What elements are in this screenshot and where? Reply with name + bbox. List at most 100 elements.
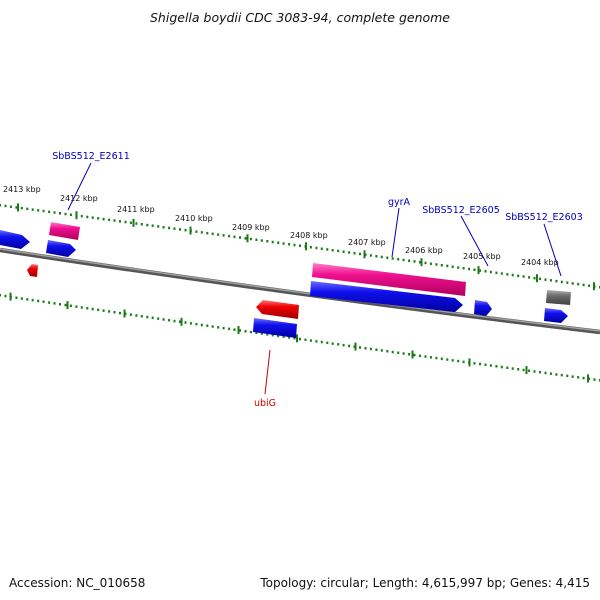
gene-label-sbbs512-e2603[interactable]: SbBS512_E2603 — [505, 212, 583, 223]
cds-forward-feature-sbbs512-e2605[interactable] — [474, 300, 492, 316]
minor-tick — [189, 322, 192, 325]
minor-tick — [20, 297, 23, 300]
minor-tick — [135, 314, 138, 317]
major-tick — [305, 242, 307, 251]
minor-tick — [157, 317, 160, 320]
minor-tick — [479, 269, 481, 272]
minor-tick — [222, 326, 225, 330]
tick-label-2409: 2409 kbp — [232, 223, 270, 232]
minor-tick — [369, 347, 372, 351]
minor-tick — [462, 267, 465, 270]
minor-tick — [168, 319, 171, 322]
minor-tick — [184, 321, 187, 324]
minor-tick — [277, 334, 280, 338]
minor-tick — [582, 283, 585, 287]
minor-tick — [544, 371, 547, 375]
minor-tick — [15, 206, 18, 209]
minor-tick — [506, 273, 509, 276]
minor-tick — [80, 214, 83, 218]
minor-tick — [320, 247, 323, 250]
cds-reverse-feature[interactable] — [27, 264, 38, 277]
minor-tick — [108, 310, 111, 313]
major-tick — [536, 274, 538, 283]
tick-label-2407: 2407 kbp — [348, 238, 386, 247]
minor-tick — [348, 251, 351, 254]
major-tick — [525, 366, 528, 375]
minor-tick — [113, 311, 116, 314]
minor-tick — [31, 298, 34, 302]
minor-tick — [211, 232, 214, 236]
minor-tick — [533, 370, 536, 373]
minor-tick — [582, 376, 585, 380]
minor-tick — [397, 351, 400, 354]
cds-forward-feature[interactable] — [0, 230, 30, 249]
minor-tick — [233, 235, 236, 239]
minor-tick — [37, 209, 40, 212]
minor-tick — [440, 264, 443, 267]
minor-tick — [146, 223, 149, 227]
minor-tick — [91, 307, 94, 311]
gene-label-gyra[interactable]: gyrA — [388, 197, 411, 208]
minor-tick — [0, 204, 1, 207]
gene-label-ubig[interactable]: ubiG — [254, 398, 276, 409]
major-tick — [468, 358, 471, 367]
minor-tick — [37, 299, 40, 303]
minor-tick — [566, 281, 569, 284]
minor-tick — [337, 249, 340, 253]
minor-tick — [419, 354, 421, 358]
map-title: Shigella boydii CDC 3083-94, complete ge… — [150, 10, 450, 25]
minor-tick — [539, 370, 541, 374]
minor-tick — [320, 340, 323, 344]
minor-tick — [271, 240, 274, 244]
minor-tick — [293, 337, 296, 340]
cds-forward-feature[interactable] — [544, 308, 568, 323]
minor-tick — [249, 237, 252, 241]
tick-label-2405: 2405 kbp — [463, 252, 501, 261]
minor-tick — [451, 265, 454, 268]
minor-tick — [97, 217, 100, 220]
genome-summary-text: Topology: circular; Length: 4,615,997 bp… — [260, 576, 590, 590]
minor-tick — [288, 336, 291, 339]
minor-tick — [359, 346, 361, 349]
pseudo-feature-sbbs512-e2603[interactable] — [546, 290, 571, 305]
minor-tick — [162, 226, 165, 229]
rna-feature-sbbs512-e2611[interactable] — [49, 222, 80, 240]
minor-tick — [239, 236, 241, 239]
gene-label-sbbs512-e2611[interactable]: SbBS512_E2611 — [52, 151, 130, 162]
cds-forward-feature[interactable] — [46, 240, 76, 257]
major-tick — [363, 250, 366, 259]
minor-tick — [304, 338, 307, 341]
minor-tick — [506, 366, 509, 369]
minor-tick — [140, 223, 143, 226]
minor-tick — [402, 258, 405, 262]
cds-forward-feature[interactable] — [310, 281, 463, 312]
minor-tick — [59, 212, 61, 215]
minor-tick — [119, 220, 121, 223]
minor-tick — [380, 255, 383, 259]
minor-tick — [462, 360, 465, 364]
minor-tick — [53, 302, 56, 305]
minor-tick — [408, 259, 411, 262]
minor-tick — [228, 234, 231, 238]
leader-sbbs512-e2603 — [543, 223, 562, 277]
minor-tick — [375, 348, 378, 351]
rna-feature-gyra[interactable] — [312, 263, 466, 296]
minor-tick — [288, 243, 291, 246]
minor-tick — [102, 309, 105, 312]
minor-tick — [20, 206, 23, 210]
minor-tick — [31, 208, 34, 211]
minor-tick — [15, 296, 18, 299]
minor-tick — [364, 347, 367, 350]
major-tick — [587, 374, 589, 383]
gene-label-sbbs512-e2605[interactable]: SbBS512_E2605 — [422, 205, 500, 216]
minor-tick — [200, 231, 203, 234]
cds-reverse-feature-ubig[interactable] — [256, 300, 299, 319]
leader-ubig — [264, 349, 271, 395]
outer-ruler — [0, 203, 600, 291]
cds-forward-feature[interactable] — [253, 318, 297, 338]
major-tick — [237, 326, 240, 334]
major-tick — [17, 203, 19, 212]
minor-tick — [566, 374, 569, 378]
minor-tick — [86, 307, 89, 310]
minor-tick — [342, 250, 345, 253]
